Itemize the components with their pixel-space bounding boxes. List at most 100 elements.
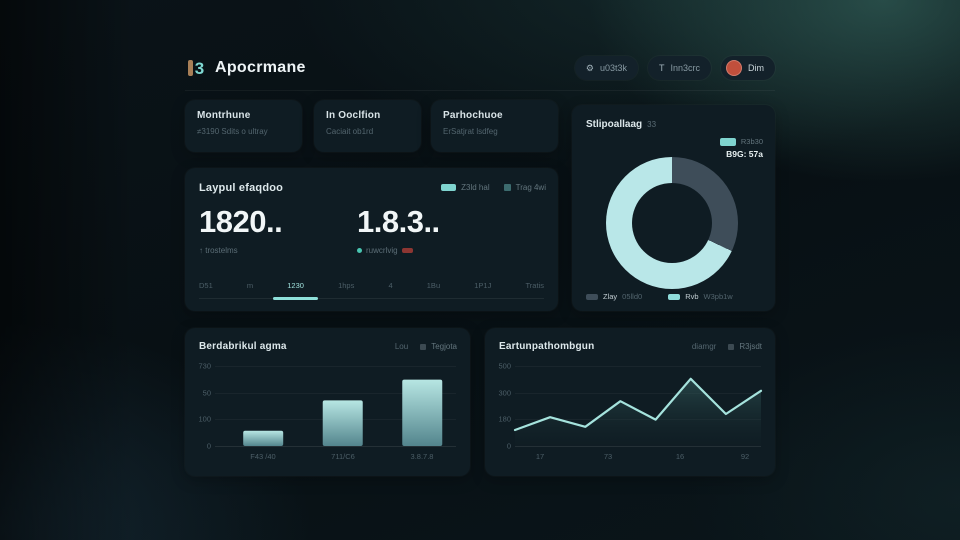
- line-legend-item: R3jsdt: [728, 342, 762, 351]
- metric-2-note: ruwcrlvig: [357, 246, 440, 255]
- stat-card-2-subtitle: Caciait ob1rd: [326, 127, 374, 136]
- app-title: Apocrmane: [215, 59, 306, 76]
- logo-glyph: 3: [194, 58, 205, 78]
- metric-2-value: 1.8.3..: [357, 204, 440, 239]
- bar-chart-card: Berdabrikul agma Lou Tegjota 730 50 100 …: [185, 328, 470, 476]
- tab-1[interactable]: D51: [199, 281, 213, 290]
- donut-legend-sub-1: 05lld0: [622, 292, 643, 301]
- donut-card: Stlipoallaag 33 R3b30 B9G: 57a Zlay 05lld…: [572, 105, 775, 311]
- donut-legend-sub-2: W3pb1w: [703, 292, 733, 301]
- stat-card-3-subtitle: ErSatjrat lsdfeg: [443, 127, 498, 136]
- donut-top-swatch: [719, 137, 736, 146]
- bar-legend-swatch: [420, 343, 427, 350]
- tab-2[interactable]: m: [246, 281, 254, 290]
- donut-legend-item-2[interactable]: Rvb W3pb1w: [668, 292, 733, 301]
- alert-tag: [401, 248, 413, 253]
- line-legend-swatch: [728, 343, 735, 350]
- bar-xtick-2: 711/C6: [331, 452, 355, 461]
- tab-4[interactable]: 1hps: [338, 281, 355, 290]
- bar-ytick-4: 0: [206, 441, 211, 451]
- x-axis-line: [515, 446, 761, 447]
- gridline: [515, 393, 761, 394]
- header-button-1[interactable]: ⚙ u03t3k: [574, 56, 638, 80]
- header-button-1-label: u03t3k: [599, 63, 627, 73]
- bar-xtick-1: F43 /40: [250, 452, 276, 461]
- legend-swatch-2: [503, 184, 511, 191]
- x-axis-line: [215, 446, 456, 447]
- metric-2: 1.8.3.. ruwcrlvig: [357, 206, 440, 255]
- bar-ytick-2: 50: [202, 388, 211, 398]
- stat-card-2[interactable]: In Ooclfion Caciait ob1rd: [314, 100, 421, 152]
- line-legend-label: R3jsdt: [739, 342, 762, 351]
- legend-item-1: Z3ld hal: [441, 183, 490, 192]
- line-ytick-1: 500: [498, 361, 511, 371]
- line-chart-card: Eartunpathombgun diamgr R3jsdt 500 300 1…: [485, 328, 775, 476]
- donut-top-legend: R3b30 B9G: 57a: [719, 137, 763, 159]
- tab-7[interactable]: 1P1J: [474, 281, 492, 290]
- gear-icon: ⚙: [585, 62, 594, 73]
- donut-title-text: Stlipoallaag: [586, 119, 643, 130]
- bar-ytick-1: 730: [198, 361, 211, 371]
- stat-card-2-title: In Ooclfion: [326, 110, 381, 121]
- metric-1-value: 1820..: [199, 204, 283, 239]
- metrics-card: Laypul efaqdoo Z3ld hal Trag 4wi 1820.. …: [185, 168, 558, 311]
- line-ytick-2: 300: [498, 388, 511, 398]
- metric-1: 1820.. ↑ trostelms: [199, 204, 283, 255]
- donut-legend-label-1: Zlay: [603, 292, 618, 301]
- stat-card-1-subtitle: ≠3190 Sdits o ultray: [197, 127, 268, 136]
- tab-3-active[interactable]: 1230: [273, 281, 318, 300]
- user-name: Dim: [748, 63, 764, 73]
- stat-card-1-title: Montrhune: [197, 110, 251, 121]
- bar-chart-plot: [243, 379, 443, 446]
- metric-1-note-text: ↑ trostelms: [199, 246, 238, 255]
- metrics-legend: Z3ld hal Trag 4wi: [441, 183, 546, 192]
- status-dot-icon: [357, 248, 362, 253]
- line-ytick-3: 180: [498, 414, 511, 424]
- donut-legend-label-2: Rvb: [685, 292, 699, 301]
- app-logo-icon: 3: [185, 57, 207, 79]
- sort-icon: T: [658, 63, 665, 73]
- metric-1-note: ↑ trostelms: [199, 246, 282, 255]
- tab-8[interactable]: Tratis: [525, 281, 544, 290]
- legend-label-1: Z3ld hal: [461, 183, 490, 192]
- metric-2-note-text: ruwcrlvig: [366, 246, 398, 255]
- donut-title-badge: 33: [647, 120, 657, 129]
- stat-card-1[interactable]: Montrhune ≠3190 Sdits o ultray: [185, 100, 302, 152]
- header-divider: [185, 90, 775, 91]
- legend-item-2: Trag 4wi: [503, 183, 546, 192]
- line-chart-legend: diamgr R3jsdt: [692, 342, 762, 351]
- line-xtick-2: 73: [603, 452, 613, 461]
- line-ytick-4: 0: [506, 441, 511, 451]
- donut-legend-swatch-2: [668, 293, 681, 300]
- donut-ring: [606, 157, 738, 289]
- gridline: [215, 366, 456, 367]
- donut-legend-item-1[interactable]: Zlay 05lld0: [586, 292, 642, 301]
- stat-card-3-title: Parhochuoe: [443, 110, 503, 121]
- stat-card-3[interactable]: Parhochuoe ErSatjrat lsdfeg: [431, 100, 558, 152]
- tab-6[interactable]: 1Bu: [426, 281, 441, 290]
- gridline: [515, 366, 761, 367]
- avatar: [726, 60, 742, 76]
- bar-legend-label: Tegjota: [431, 342, 457, 351]
- header-button-2[interactable]: T Inn3crc: [647, 56, 711, 80]
- legend-swatch-1: [441, 184, 457, 191]
- donut-legend-swatch-1: [586, 293, 598, 300]
- header-actions: ⚙ u03t3k T Inn3crc Dim: [574, 56, 775, 80]
- bar-ytick-3: 100: [198, 414, 211, 424]
- donut-bottom-legend: Zlay 05lld0 Rvb W3pb1w: [586, 292, 767, 301]
- bar-chart-title: Berdabrikul agma: [199, 341, 287, 352]
- line-legend-note: diamgr: [691, 342, 717, 351]
- line-xtick-4: 92: [740, 452, 750, 461]
- gridline: [215, 393, 456, 394]
- logo-bar-shape: [187, 60, 193, 76]
- bar-legend-item: Tegjota: [420, 342, 457, 351]
- bar-xtick-3: 3.8.7.8: [410, 452, 434, 461]
- app-header: 3 Apocrmane ⚙ u03t3k T Inn3crc Dim: [185, 50, 775, 86]
- time-range-tabs: D51 m 1230 1hps 4 1Bu 1P1J Tratis: [199, 281, 544, 300]
- donut-top-value: B9G: 57a: [726, 149, 763, 159]
- donut-top-label: R3b30: [740, 137, 763, 146]
- user-menu-button[interactable]: Dim: [721, 56, 775, 80]
- header-button-2-label: Inn3crc: [670, 63, 700, 73]
- bar-legend-note: Lou: [394, 342, 409, 351]
- tab-5[interactable]: 4: [388, 281, 393, 290]
